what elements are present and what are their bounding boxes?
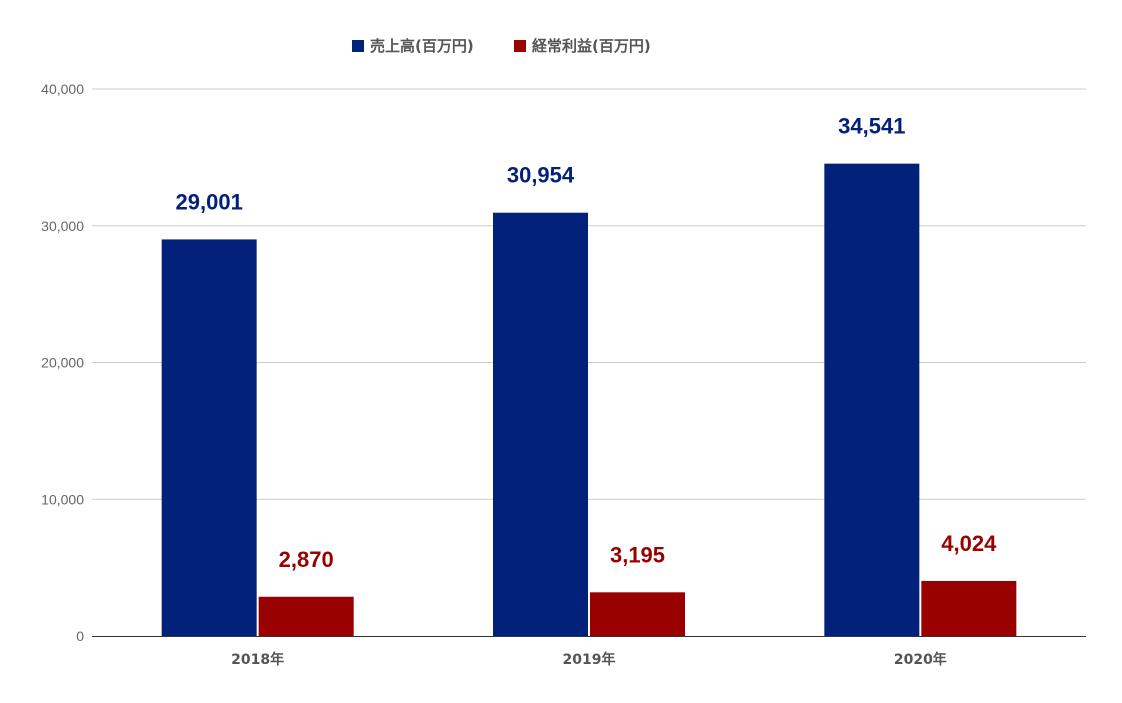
legend-swatch-sales: [352, 40, 364, 52]
data-label: 2,870: [279, 547, 334, 572]
x-tick-label: 2020年: [894, 651, 947, 668]
bars: [161, 163, 1017, 637]
y-tick-label: 40,000: [41, 81, 84, 97]
bar: [921, 580, 1017, 636]
legend-swatch-ordinary-profit: [514, 40, 526, 52]
legend-label-sales: 売上高(百万円): [370, 37, 474, 55]
y-axis: 0 10,000 20,000 30,000 40,000: [41, 81, 84, 644]
bar: [161, 239, 257, 637]
gridlines: [92, 88, 1086, 500]
legend: 売上高(百万円) 経常利益(百万円): [352, 37, 651, 55]
bar: [493, 212, 588, 637]
y-tick-label: 20,000: [41, 355, 84, 371]
x-tick-label: 2019年: [563, 651, 616, 668]
data-label: 34,541: [838, 114, 905, 139]
data-labels: 29,001 2,870 30,954 3,195 34,541 4,024: [176, 114, 998, 572]
bar: [590, 592, 685, 636]
y-tick-label: 0: [76, 628, 84, 644]
legend-label-ordinary-profit: 経常利益(百万円): [532, 37, 651, 55]
y-tick-label: 30,000: [41, 218, 84, 234]
data-label: 4,024: [941, 531, 997, 556]
bar: [258, 596, 354, 636]
x-tick-label: 2018年: [231, 651, 284, 668]
y-tick-label: 10,000: [41, 491, 84, 507]
data-label: 3,195: [610, 542, 665, 567]
x-axis: 2018年 2019年 2020年: [92, 636, 1086, 668]
data-label: 30,954: [507, 163, 575, 188]
bar: [824, 163, 920, 636]
data-label: 29,001: [176, 189, 243, 214]
